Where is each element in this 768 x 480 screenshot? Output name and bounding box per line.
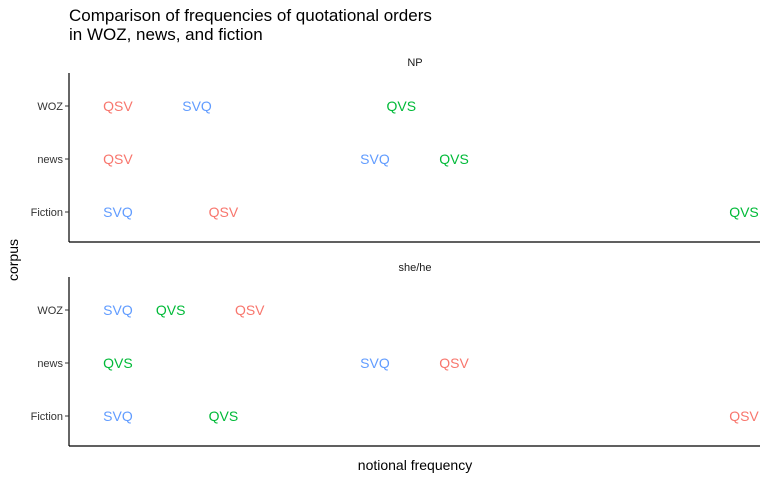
y-tick-label: WOZ xyxy=(37,305,63,317)
data-label-svq: SVQ xyxy=(360,151,390,167)
data-label-qvs: QVS xyxy=(729,204,759,220)
y-tick-label: Fiction xyxy=(31,207,63,219)
chart-title-line-1: Comparison of frequencies of quotational… xyxy=(69,6,432,25)
data-label-svq: SVQ xyxy=(103,204,133,220)
y-tick-label: Fiction xyxy=(31,411,63,423)
data-label-qsv: QSV xyxy=(439,355,469,371)
data-label-qsv: QSV xyxy=(103,151,133,167)
panel-strip-label: NP xyxy=(407,57,422,69)
panel-2: she/he WOZ news Fiction SVQ QVS QSV QVS SVQ QSV SV… xyxy=(31,262,760,447)
y-tick-label: news xyxy=(37,154,63,166)
data-label-qsv: QSV xyxy=(235,302,265,318)
panel-1: NP WOZ news Fiction QSV SVQ QVS QSV SVQ QVS SVQ QSV… xyxy=(31,57,760,243)
data-label-qvs: QVS xyxy=(156,302,186,318)
data-label-qsv: QSV xyxy=(103,98,133,114)
data-label-svq: SVQ xyxy=(103,302,133,318)
chart-title-line-2: in WOZ, news, and fiction xyxy=(69,25,263,44)
data-label-qsv: QSV xyxy=(209,204,239,220)
data-label-qvs: QVS xyxy=(439,151,469,167)
data-label-qvs: QVS xyxy=(387,98,417,114)
data-label-svq: SVQ xyxy=(103,408,133,424)
data-label-svq: SVQ xyxy=(360,355,390,371)
panel-strip-label: she/he xyxy=(398,262,431,274)
y-axis-label: corpus xyxy=(5,239,21,281)
y-tick-label: news xyxy=(37,358,63,370)
data-label-qvs: QVS xyxy=(103,355,133,371)
y-tick-label: WOZ xyxy=(37,101,63,113)
data-label-qvs: QVS xyxy=(209,408,239,424)
x-axis-label: notional frequency xyxy=(358,457,472,473)
data-label-svq: SVQ xyxy=(182,98,212,114)
facet-panels: NP WOZ news Fiction QSV SVQ QVS QSV SVQ QVS SVQ QSV… xyxy=(31,57,760,447)
data-label-qsv: QSV xyxy=(729,408,759,424)
